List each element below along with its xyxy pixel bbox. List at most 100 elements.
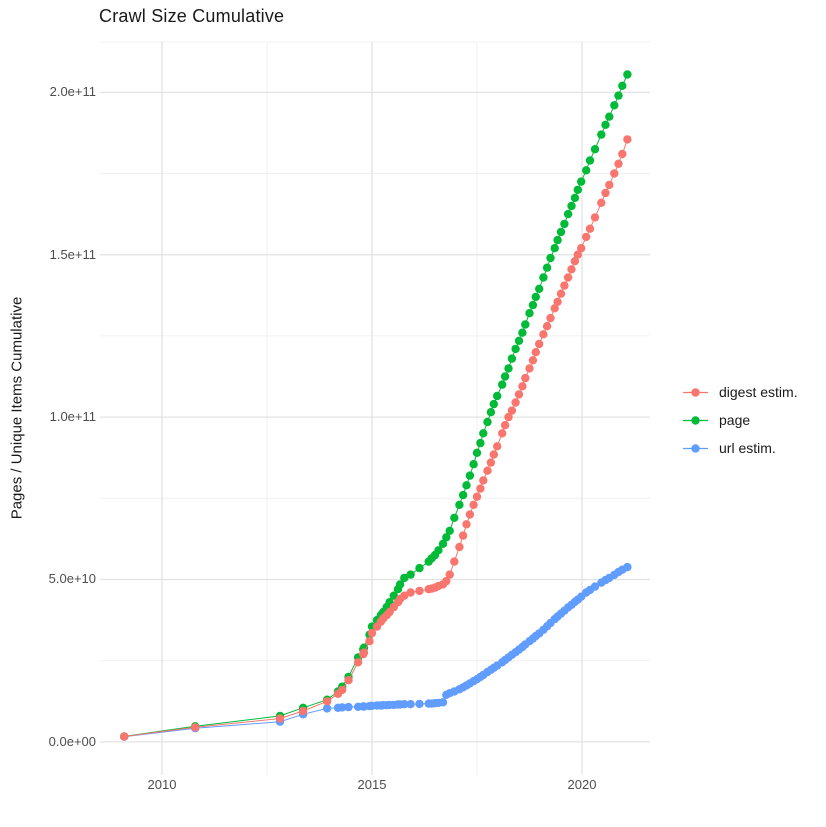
- y-tick-label: 1.0e+11: [49, 409, 96, 425]
- data-point: [567, 265, 576, 274]
- data-point: [585, 156, 595, 165]
- data-point: [415, 699, 424, 709]
- data-point: [610, 169, 619, 178]
- data-point: [605, 180, 614, 190]
- series-line-url-estim-: [124, 566, 628, 738]
- data-point: [582, 166, 591, 175]
- data-point: [469, 500, 478, 509]
- data-point: [542, 322, 552, 331]
- data-point: [577, 244, 586, 253]
- data-point: [605, 112, 614, 121]
- legend-item-url-estim: url estim.: [682, 434, 798, 462]
- data-point: [465, 510, 475, 519]
- data-point: [462, 520, 471, 529]
- data-point: [521, 373, 530, 383]
- x-tick-label: 2010: [147, 777, 177, 792]
- data-point: [507, 406, 517, 415]
- data-point: [614, 159, 623, 168]
- data-point: [573, 250, 582, 259]
- data-point: [556, 227, 566, 237]
- data-point: [546, 253, 555, 263]
- data-point: [535, 339, 544, 349]
- data-point: [601, 120, 610, 129]
- data-point: [610, 101, 619, 110]
- data-point: [489, 399, 498, 409]
- data-point: [553, 297, 562, 306]
- data-point: [442, 533, 451, 542]
- data-point: [539, 330, 548, 339]
- legend-label: digest estim.: [719, 384, 798, 400]
- legend-item-digest-estim: digest estim.: [682, 378, 798, 406]
- data-point: [415, 563, 424, 573]
- data-point: [472, 492, 482, 501]
- data-point: [365, 637, 374, 646]
- data-point: [344, 676, 353, 685]
- data-point: [582, 232, 591, 242]
- data-point: [458, 490, 468, 500]
- data-point: [542, 263, 552, 272]
- data-point: [514, 336, 524, 345]
- data-point: [614, 91, 623, 100]
- data-point: [479, 429, 488, 438]
- data-point: [531, 348, 540, 357]
- data-point: [483, 417, 492, 427]
- data-point: [389, 591, 398, 600]
- data-point: [395, 580, 405, 589]
- data-point: [531, 292, 540, 302]
- data-point: [406, 570, 415, 579]
- data-point: [483, 466, 492, 475]
- data-point: [618, 149, 627, 159]
- y-tick-label: 0.0e+00: [48, 733, 96, 749]
- data-point: [445, 570, 454, 579]
- data-point: [472, 448, 482, 457]
- legend-key-url-icon: [683, 443, 708, 453]
- data-point: [338, 685, 347, 695]
- data-point: [465, 471, 475, 480]
- chart-title: Crawl Size Cumulative: [99, 6, 285, 26]
- data-point: [359, 648, 369, 657]
- data-point: [462, 481, 471, 490]
- data-point: [479, 476, 488, 485]
- data-point: [597, 130, 606, 139]
- data-point: [486, 458, 496, 467]
- data-point: [539, 273, 548, 282]
- data-point: [445, 526, 454, 535]
- data-point: [518, 328, 527, 337]
- legend-key-page-icon: [683, 415, 708, 425]
- data-point: [577, 177, 586, 186]
- data-point: [322, 697, 332, 706]
- legend: digest estim. page url estim.: [682, 378, 798, 462]
- data-point: [590, 145, 600, 154]
- data-point: [504, 364, 513, 373]
- data-point: [406, 700, 415, 709]
- x-tick-label: 2020: [567, 777, 597, 792]
- y-tick-label: 1.5e+11: [49, 246, 96, 262]
- legend-key-digest-icon: [683, 387, 708, 397]
- data-point: [438, 698, 448, 707]
- data-point: [344, 702, 353, 712]
- y-tick-label: 2.0e+11: [49, 84, 96, 100]
- data-point: [322, 704, 332, 713]
- data-point: [500, 421, 510, 430]
- data-point: [563, 273, 573, 282]
- data-point: [563, 209, 573, 219]
- data-point: [298, 706, 308, 716]
- data-point: [486, 408, 496, 417]
- data-point: [590, 582, 600, 591]
- data-point: [476, 438, 485, 448]
- data-point: [500, 372, 510, 381]
- data-point: [476, 484, 485, 493]
- data-point: [585, 224, 595, 233]
- data-point: [560, 219, 569, 229]
- data-point: [514, 390, 524, 399]
- data-point: [504, 412, 513, 422]
- data-point: [353, 658, 363, 667]
- data-point: [415, 586, 424, 596]
- data-point: [455, 500, 464, 509]
- data-point: [553, 235, 562, 245]
- data-point: [275, 714, 285, 723]
- data-point: [528, 356, 538, 365]
- legend-item-page: page: [682, 406, 798, 434]
